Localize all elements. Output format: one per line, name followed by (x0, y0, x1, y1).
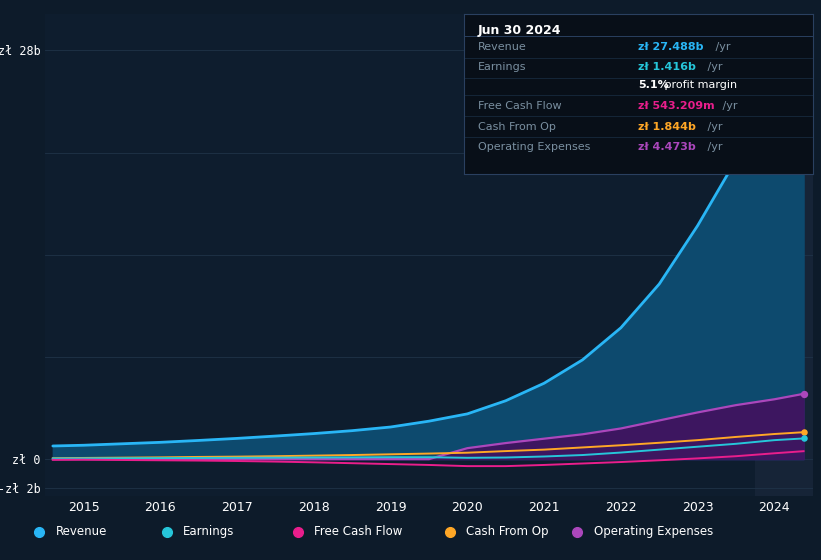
Text: Earnings: Earnings (478, 63, 526, 72)
Text: zł 27.488b: zł 27.488b (639, 41, 704, 52)
Text: Operating Expenses: Operating Expenses (594, 525, 713, 538)
Text: /yr: /yr (704, 63, 722, 72)
Text: Cash From Op: Cash From Op (478, 122, 556, 132)
Text: Cash From Op: Cash From Op (466, 525, 548, 538)
Text: zł 4.473b: zł 4.473b (639, 142, 696, 152)
Point (797, 434, 810, 443)
Text: Free Cash Flow: Free Cash Flow (478, 101, 562, 111)
Text: Revenue: Revenue (56, 525, 108, 538)
Point (797, 53, 810, 62)
Text: Free Cash Flow: Free Cash Flow (314, 525, 403, 538)
Text: profit margin: profit margin (661, 80, 737, 90)
Bar (755, 14, 813, 496)
Text: zł 543.209m: zł 543.209m (639, 101, 715, 111)
Text: Earnings: Earnings (183, 525, 235, 538)
Text: /yr: /yr (704, 142, 722, 152)
Text: /yr: /yr (719, 101, 737, 111)
Text: zł 1.416b: zł 1.416b (639, 63, 696, 72)
Point (797, 428, 810, 437)
Text: Operating Expenses: Operating Expenses (478, 142, 590, 152)
Text: /yr: /yr (704, 122, 722, 132)
Text: zł 1.844b: zł 1.844b (639, 122, 696, 132)
Text: Jun 30 2024: Jun 30 2024 (478, 25, 562, 38)
Point (797, 389, 810, 398)
Text: /yr: /yr (712, 41, 730, 52)
Text: 5.1%: 5.1% (639, 80, 669, 90)
Text: Revenue: Revenue (478, 41, 526, 52)
